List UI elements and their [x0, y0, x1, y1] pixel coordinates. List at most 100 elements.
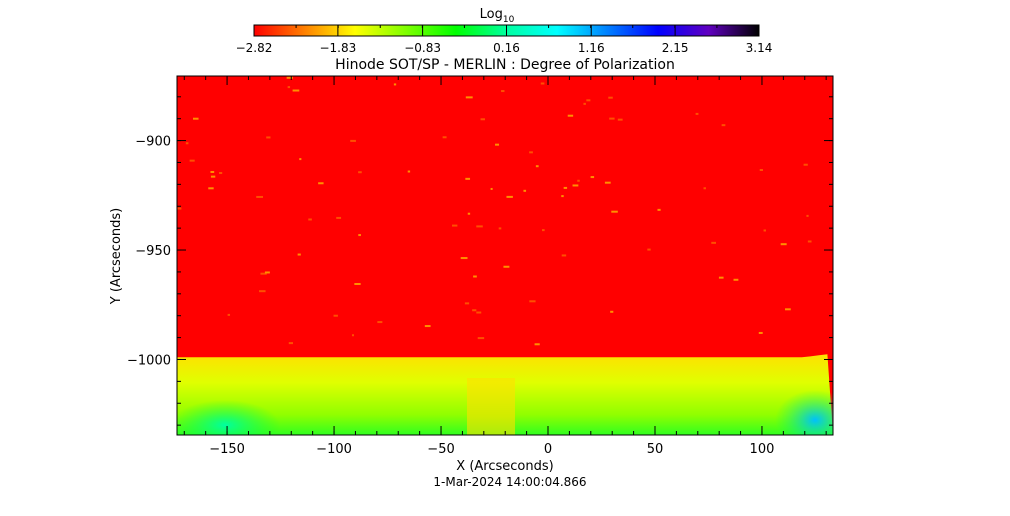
- polarization-spot: [501, 90, 505, 93]
- polarization-spot: [806, 214, 809, 217]
- y-tick-label: −950: [135, 244, 171, 259]
- corner-right: [775, 390, 833, 435]
- polarization-spot: [264, 271, 270, 274]
- colorbar-tick-label: −1.83: [319, 41, 356, 55]
- polarization-spot: [189, 159, 195, 162]
- polarization-spot: [807, 240, 812, 243]
- polarization-spot: [498, 227, 502, 230]
- timestamp: 1-Mar-2024 14:00:04.866: [433, 475, 586, 489]
- polarization-spot: [460, 257, 468, 260]
- polarization-spot: [350, 139, 356, 142]
- polarization-spot: [617, 118, 623, 121]
- polarization-spot: [529, 300, 536, 303]
- colorbar-tick-label: 3.14: [746, 41, 773, 55]
- polarization-spot: [657, 208, 661, 211]
- polarization-spot: [424, 325, 431, 328]
- polarization-spot: [572, 184, 579, 187]
- polarization-spot: [210, 170, 215, 173]
- x-tick-label: −100: [316, 442, 352, 457]
- polarization-spot: [177, 207, 182, 210]
- colorbar-tick-label: −0.83: [404, 41, 441, 55]
- polarization-spot: [286, 76, 293, 79]
- polarization-spot: [561, 254, 567, 257]
- polarization-spot: [490, 187, 493, 190]
- colorbar-tick-label: 2.15: [662, 41, 689, 55]
- polarization-spot: [535, 165, 539, 168]
- polarization-spot: [563, 186, 568, 189]
- polarization-spot: [358, 234, 361, 237]
- polarization-spot: [476, 225, 483, 228]
- polarization-spot: [292, 89, 300, 92]
- polarization-spot: [763, 229, 766, 232]
- polarization-spot: [467, 212, 471, 215]
- polarization-spot: [590, 176, 595, 179]
- polarization-spot: [721, 124, 726, 127]
- polarization-spot: [227, 313, 231, 316]
- x-tick-label: 50: [647, 442, 664, 457]
- corner-left: [177, 400, 280, 435]
- polarization-spot: [472, 309, 477, 312]
- polarization-spot: [377, 321, 383, 324]
- x-tick-label: 0: [544, 442, 552, 457]
- polarization-spot: [785, 308, 791, 311]
- polarization-spot: [506, 195, 513, 198]
- polarization-spot: [185, 142, 189, 145]
- off-limb-stripe: [467, 378, 515, 435]
- polarization-spot: [733, 278, 739, 281]
- polarization-spot: [611, 210, 618, 213]
- polarization-spot: [542, 229, 545, 232]
- polarization-spot: [540, 82, 545, 85]
- polarization-spot: [534, 343, 540, 346]
- polarization-spot: [259, 290, 266, 293]
- polarization-spot: [803, 163, 808, 166]
- polarization-spot: [287, 86, 291, 89]
- y-tick-label: −900: [135, 135, 171, 150]
- polarization-spot: [647, 248, 651, 251]
- polarization-spot: [718, 276, 724, 279]
- polarization-spot: [193, 117, 199, 120]
- polarization-spot: [333, 314, 338, 317]
- polarization-spot: [758, 331, 763, 334]
- polarization-spot: [567, 114, 574, 117]
- polarization-spot: [210, 175, 216, 178]
- polarization-spot: [476, 311, 482, 314]
- x-tick-label: −50: [427, 442, 454, 457]
- polarization-spot: [442, 136, 447, 139]
- polarization-spot: [260, 272, 267, 275]
- polarization-spot: [465, 177, 471, 180]
- polarization-spot: [695, 112, 699, 115]
- polarization-spot: [465, 96, 473, 99]
- polarization-spot: [473, 275, 477, 278]
- polarization-spot: [308, 218, 312, 221]
- polarization-spot: [495, 143, 500, 146]
- polarization-spot: [759, 169, 763, 172]
- polarization-spot: [586, 99, 591, 102]
- polarization-spot: [407, 170, 411, 173]
- polarization-spot: [297, 253, 301, 256]
- chart-title: Hinode SOT/SP - MERLIN : Degree of Polar…: [335, 57, 675, 73]
- polarization-spot: [577, 179, 580, 182]
- polarization-spot: [256, 195, 264, 198]
- polarization-spot: [266, 136, 271, 139]
- polarization-spot: [351, 334, 355, 337]
- polarization-spot: [480, 118, 485, 121]
- colorbar-tick-label: 1.16: [578, 41, 605, 55]
- y-tick-label: −1000: [127, 353, 171, 368]
- polarization-spot: [503, 265, 510, 268]
- polarization-spot: [523, 189, 527, 192]
- polarization-spot: [609, 117, 615, 120]
- colorbar-tick-label: −2.82: [236, 41, 273, 55]
- colorbar-label: Log10: [480, 7, 515, 25]
- polarization-spot: [583, 102, 586, 105]
- polarization-spot: [336, 216, 342, 219]
- polarization-spot: [711, 241, 716, 244]
- polarization-spot: [477, 337, 485, 340]
- heatmap: [177, 76, 833, 435]
- polarization-spot: [561, 195, 564, 198]
- polarization-spot: [604, 181, 611, 184]
- polarization-spot: [529, 151, 533, 154]
- polarization-spot: [208, 187, 214, 190]
- polarization-spot: [452, 224, 458, 227]
- polarization-spot: [354, 282, 361, 285]
